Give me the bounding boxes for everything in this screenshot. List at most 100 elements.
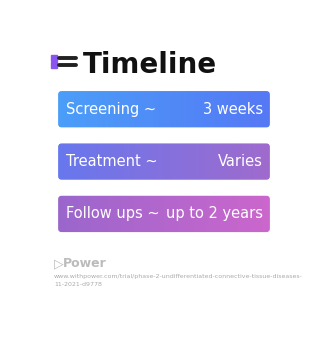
Bar: [232, 87, 233, 132]
Bar: [92, 139, 93, 184]
Bar: [135, 87, 137, 132]
Bar: [78, 192, 79, 236]
Bar: [200, 192, 201, 236]
Bar: [174, 192, 175, 236]
Bar: [225, 192, 226, 236]
Text: ▷: ▷: [54, 258, 64, 271]
Bar: [171, 87, 172, 132]
Bar: [208, 139, 209, 184]
Bar: [213, 192, 215, 236]
Bar: [156, 139, 157, 184]
Bar: [168, 87, 170, 132]
Bar: [140, 87, 141, 132]
Bar: [210, 192, 211, 236]
Bar: [182, 192, 183, 236]
Bar: [196, 192, 197, 236]
Bar: [129, 87, 130, 132]
Bar: [96, 192, 97, 236]
Bar: [80, 139, 82, 184]
Bar: [85, 139, 86, 184]
Bar: [236, 87, 238, 132]
Bar: [254, 139, 255, 184]
Bar: [231, 192, 232, 236]
Bar: [174, 87, 175, 132]
Bar: [168, 192, 170, 236]
Bar: [265, 139, 266, 184]
Bar: [191, 139, 193, 184]
Bar: [72, 192, 73, 236]
Bar: [204, 139, 205, 184]
Bar: [105, 192, 106, 236]
Bar: [76, 139, 77, 184]
Bar: [164, 139, 165, 184]
Bar: [260, 192, 261, 236]
Bar: [66, 87, 67, 132]
Bar: [103, 139, 105, 184]
Bar: [177, 87, 178, 132]
Bar: [57, 139, 58, 184]
Bar: [212, 139, 213, 184]
Bar: [144, 87, 145, 132]
Bar: [172, 87, 173, 132]
Bar: [90, 192, 92, 236]
Bar: [236, 139, 238, 184]
Bar: [128, 139, 129, 184]
Bar: [74, 139, 75, 184]
Bar: [122, 87, 123, 132]
Bar: [76, 87, 77, 132]
Bar: [206, 139, 207, 184]
Bar: [163, 87, 164, 132]
Bar: [195, 192, 196, 236]
Bar: [98, 87, 99, 132]
Bar: [134, 87, 135, 132]
Bar: [245, 87, 246, 132]
Bar: [268, 139, 270, 184]
Bar: [121, 87, 122, 132]
Bar: [60, 87, 62, 132]
Bar: [107, 87, 108, 132]
Bar: [240, 192, 241, 236]
Bar: [86, 139, 87, 184]
Bar: [150, 139, 151, 184]
Bar: [148, 192, 150, 236]
Bar: [180, 192, 182, 236]
Bar: [176, 139, 177, 184]
Bar: [264, 87, 265, 132]
Bar: [97, 192, 98, 236]
Bar: [231, 139, 232, 184]
Bar: [73, 192, 74, 236]
Bar: [175, 192, 176, 236]
Bar: [62, 87, 63, 132]
Bar: [225, 87, 226, 132]
Bar: [155, 139, 156, 184]
Bar: [193, 139, 194, 184]
Bar: [199, 192, 200, 236]
Bar: [253, 139, 254, 184]
Bar: [221, 87, 222, 132]
Bar: [84, 192, 85, 236]
Bar: [211, 87, 212, 132]
Bar: [252, 87, 253, 132]
Bar: [146, 139, 148, 184]
Text: 11-2021-d9778: 11-2021-d9778: [54, 281, 102, 286]
Bar: [127, 87, 128, 132]
Bar: [75, 139, 76, 184]
Bar: [239, 87, 240, 132]
Bar: [193, 192, 194, 236]
Bar: [107, 192, 108, 236]
Text: up to 2 years: up to 2 years: [166, 206, 263, 221]
Bar: [83, 87, 84, 132]
Bar: [68, 139, 69, 184]
Bar: [217, 139, 218, 184]
Text: Timeline: Timeline: [83, 51, 217, 79]
Bar: [218, 139, 219, 184]
Bar: [152, 87, 153, 132]
Bar: [209, 192, 210, 236]
Bar: [162, 192, 163, 236]
Bar: [101, 139, 102, 184]
Bar: [119, 139, 120, 184]
Bar: [253, 192, 254, 236]
Bar: [132, 192, 133, 236]
Bar: [150, 192, 151, 236]
FancyBboxPatch shape: [53, 191, 275, 237]
